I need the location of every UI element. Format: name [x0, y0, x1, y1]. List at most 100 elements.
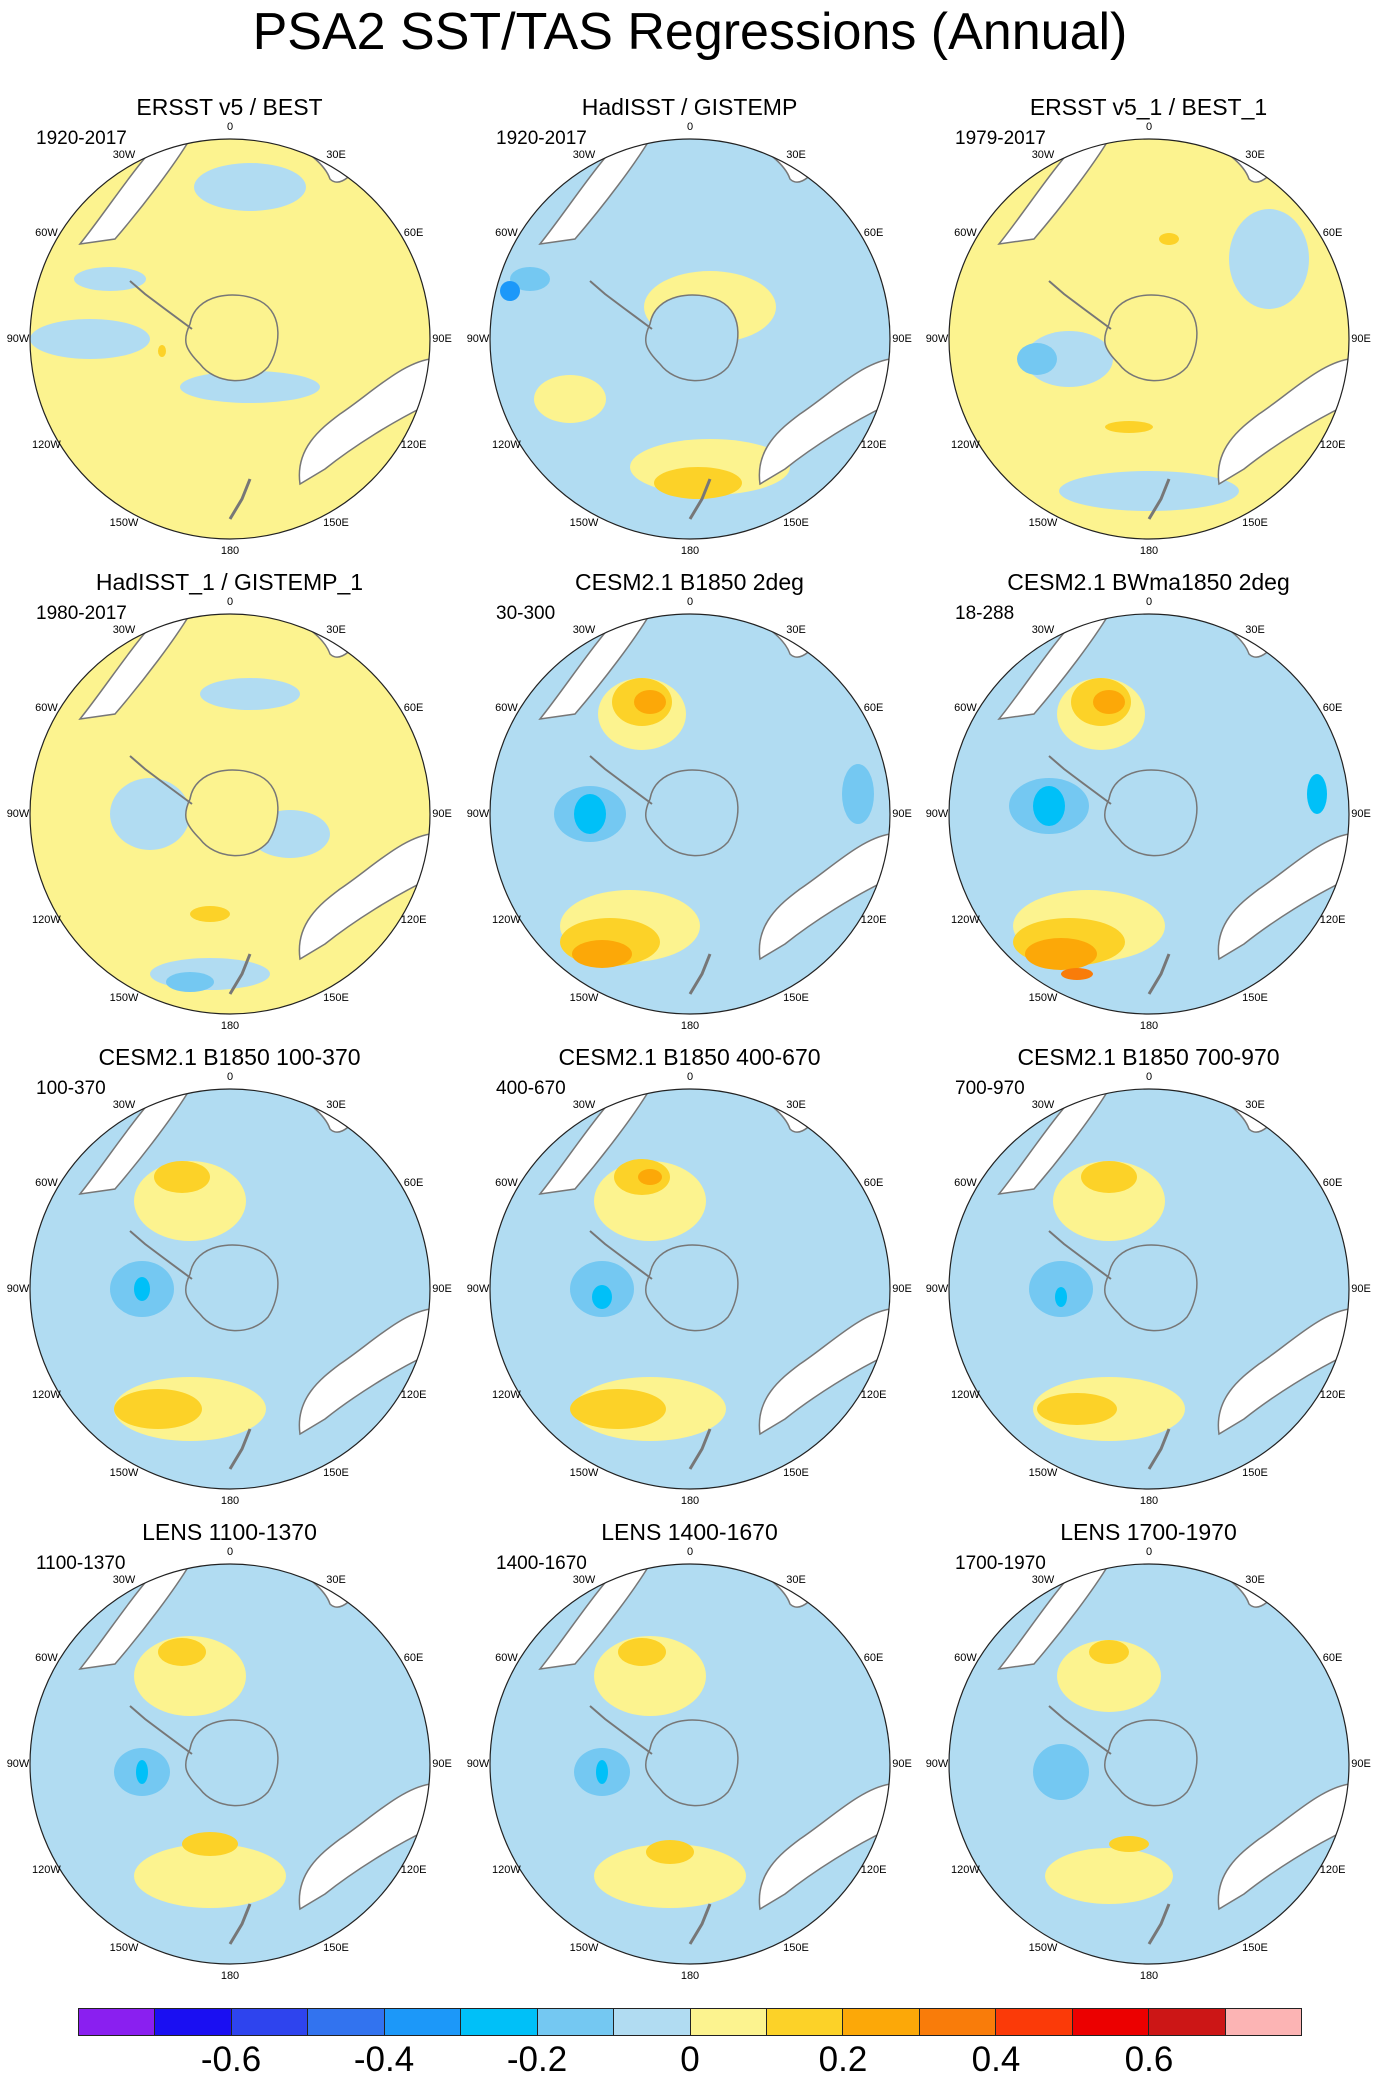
map-label-0: 0: [1145, 1071, 1153, 1083]
map-label-150w: 150W: [109, 1466, 139, 1479]
map-border: [29, 613, 431, 1015]
colorbar-swatch: [614, 2009, 691, 2035]
anomaly-patch: [134, 1277, 150, 1301]
colorbar-swatch: [766, 2009, 844, 2035]
map-label-150e: 150E: [1242, 1466, 1268, 1479]
map-panel: HadISST / GISTEMP 1920-2017 0 30E 60E 90E 120E…: [460, 92, 919, 567]
map-label-90w: 90W: [466, 1283, 490, 1295]
map-label-150e: 150E: [323, 516, 349, 529]
colorbar-swatch: [1225, 2009, 1301, 2035]
australia-land: [758, 1783, 890, 1911]
map-label-150w: 150W: [1028, 991, 1058, 1004]
map-label-90e: 90E: [1351, 808, 1371, 820]
anomaly-patch: [1055, 1287, 1067, 1307]
anomaly-patch: [634, 690, 666, 714]
map-label-60w: 60W: [954, 702, 977, 714]
map-label-0: 0: [226, 121, 234, 133]
map-label-60e: 60E: [403, 227, 424, 239]
map-label-90w: 90W: [6, 808, 30, 820]
anomaly-patch: [1081, 1161, 1137, 1193]
map-label-150w: 150W: [109, 1941, 139, 1954]
map-label-120w: 120W: [951, 914, 980, 926]
map-label-30e: 30E: [326, 149, 346, 162]
anomaly-patch: [1025, 331, 1113, 387]
map-label-60w: 60W: [495, 227, 518, 239]
anomaly-patch: [1057, 1640, 1161, 1712]
map-label-90e: 90E: [892, 1283, 912, 1295]
map-label-150w: 150W: [1028, 516, 1058, 529]
panel-title: CESM2.1 B1850 700-970: [1017, 1044, 1280, 1070]
panel-title: HadISST / GISTEMP: [581, 94, 798, 120]
map-label-30e: 30E: [786, 624, 806, 637]
colorbar-swatch: [1149, 2009, 1226, 2035]
panel-title: CESM2.1 B1850 400-670: [558, 1044, 821, 1070]
colorbar-tick-label: 0.2: [818, 2040, 868, 2079]
map-label-180: 180: [1139, 545, 1159, 557]
panel-title: HadISST_1 / GISTEMP_1: [95, 569, 364, 595]
map-label-120w: 120W: [951, 1389, 980, 1401]
anomaly-patch: [136, 1760, 148, 1784]
map-border: [29, 1088, 431, 1490]
map-label-30e: 30E: [326, 624, 346, 637]
colorbar-tick-label: -0.2: [506, 2040, 568, 2079]
map-label-120e: 120E: [400, 914, 427, 926]
map-label-90w: 90W: [925, 808, 949, 820]
map-label-60w: 60W: [35, 1652, 58, 1664]
south-america-land: [997, 614, 1111, 721]
antarctica-outline: [184, 1244, 279, 1332]
colorbar-tick-label: 0: [680, 2040, 700, 2079]
australia-land: [758, 358, 890, 486]
map-panel: CESM2.1 B1850 100-370 100-370 0 30E 60E 90E 12…: [0, 1042, 459, 1517]
peninsula-outline: [129, 1705, 193, 1755]
map-label-60w: 60W: [495, 702, 518, 714]
map-label-120w: 120W: [492, 914, 521, 926]
map-border: [29, 138, 431, 540]
peninsula-outline: [1048, 280, 1112, 330]
anomaly-patch: [638, 1169, 662, 1185]
map-label-30e: 30E: [1245, 624, 1265, 637]
map-label-120w: 120W: [492, 1864, 521, 1876]
panel-years: 1980-2017: [36, 603, 127, 624]
map-label-150e: 150E: [783, 1466, 809, 1479]
map-label-150e: 150E: [323, 1941, 349, 1954]
map-border: [489, 1088, 891, 1490]
anomaly-patch: [158, 1638, 206, 1666]
anomaly-patch: [1061, 968, 1093, 980]
colorbar-swatch: [231, 2009, 309, 2035]
australia-land: [298, 833, 430, 961]
anomaly-patch: [110, 778, 190, 850]
anomaly-patch: [1159, 233, 1179, 245]
new-zealand-outline: [1147, 953, 1171, 995]
map-border: [489, 613, 891, 1015]
map-label-150e: 150E: [783, 1941, 809, 1954]
anomaly-patch: [1229, 209, 1309, 309]
map-label-90e: 90E: [1351, 333, 1371, 345]
map-label-90w: 90W: [466, 333, 490, 345]
map-label-60e: 60E: [1322, 227, 1343, 239]
polar-map: [29, 138, 431, 540]
map-label-120e: 120E: [1319, 1389, 1346, 1401]
colorbar: [78, 2008, 1302, 2036]
panel-years: 1920-2017: [36, 128, 127, 149]
south-america-land: [78, 614, 192, 721]
map-panel: CESM2.1 B1850 700-970 700-970 0 30E 60E 90E 12…: [919, 1042, 1378, 1517]
australia-land: [1217, 1783, 1349, 1911]
map-label-150w: 150W: [109, 991, 139, 1004]
map-label-30e: 30E: [326, 1099, 346, 1112]
antarctica-outline: [1103, 294, 1198, 382]
map-panel: CESM2.1 BWma1850 2deg 18-288 0 30E 60E 90E 120…: [919, 567, 1378, 1042]
map-label-90w: 90W: [6, 1283, 30, 1295]
map-label-30w: 30W: [1031, 1099, 1055, 1112]
antarctica-outline: [644, 294, 739, 382]
polar-map: [948, 138, 1350, 540]
map-label-0: 0: [226, 1071, 234, 1083]
polar-map: [29, 1088, 431, 1490]
colorbar-swatch: [919, 2009, 997, 2035]
map-label-60e: 60E: [863, 1177, 884, 1189]
map-border: [948, 613, 1350, 1015]
anomaly-patch: [1045, 1848, 1173, 1904]
anomaly-patch: [74, 267, 146, 291]
map-label-90e: 90E: [432, 1758, 452, 1770]
peninsula-outline: [589, 755, 653, 805]
anomaly-patch: [572, 940, 632, 968]
